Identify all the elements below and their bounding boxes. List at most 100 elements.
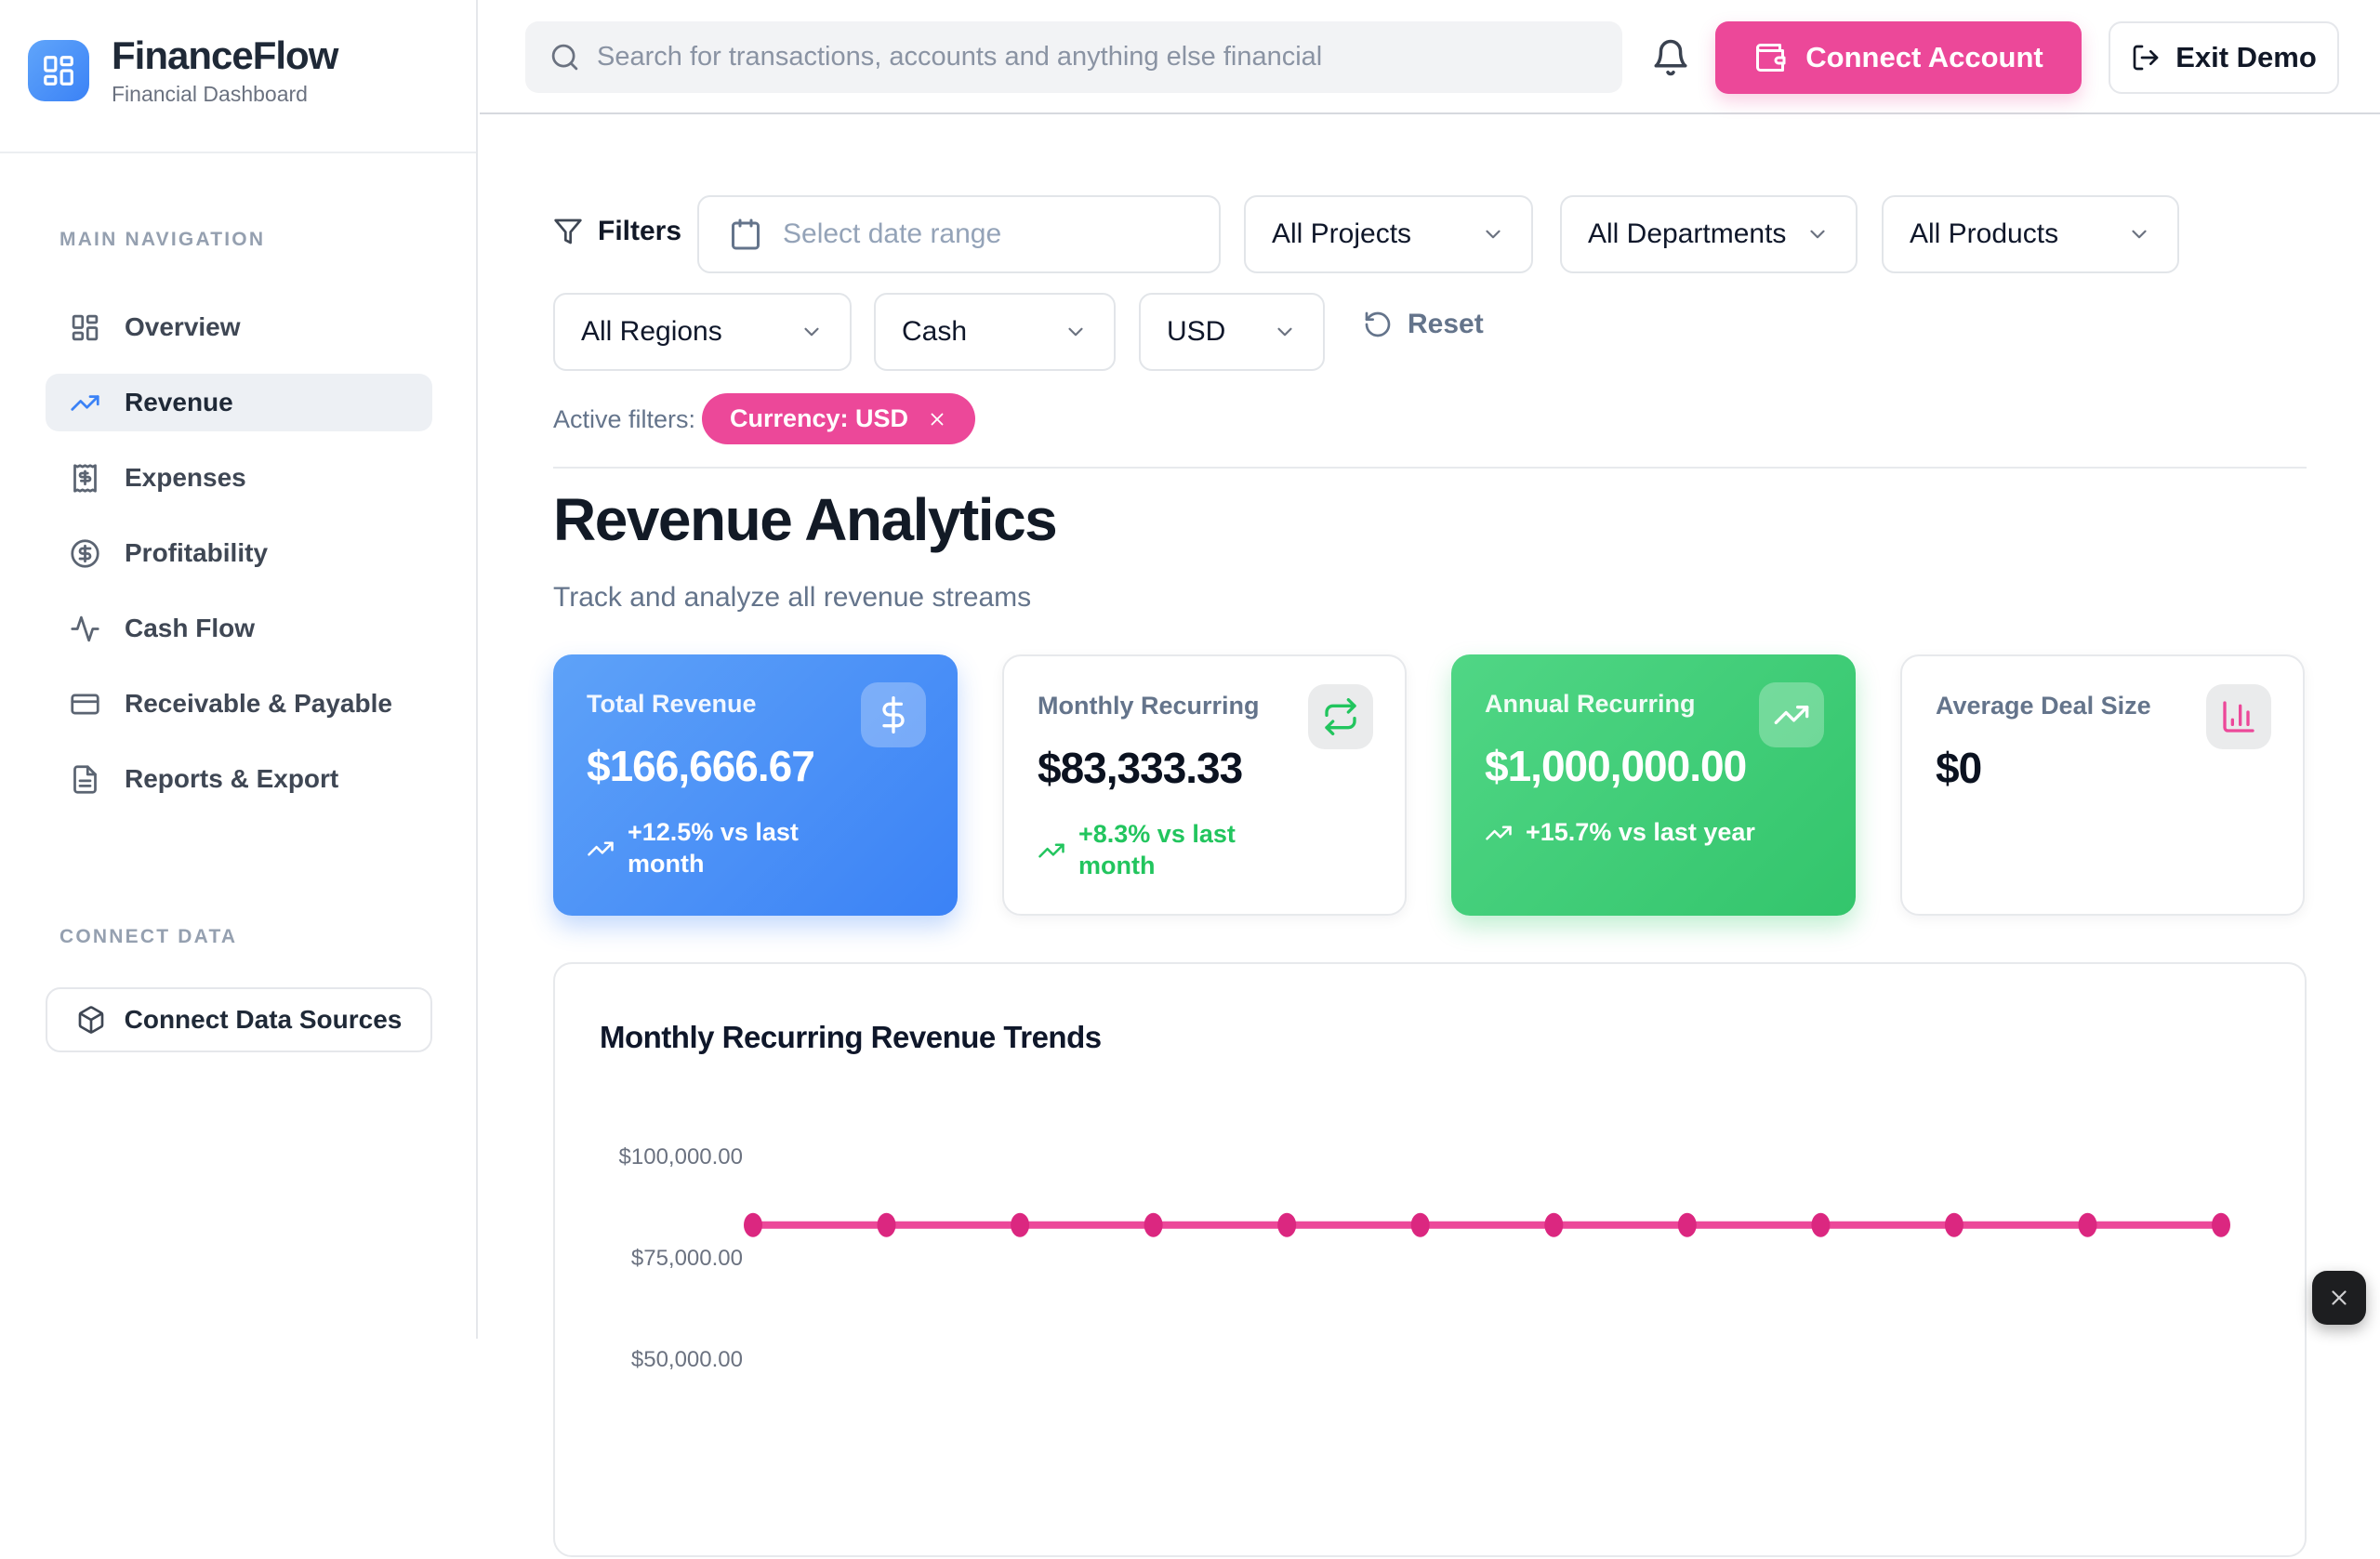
sidebar-item-expenses[interactable]: Expenses [46,449,432,507]
bell-icon [1651,38,1690,77]
chart-data-point[interactable] [1811,1213,1830,1237]
sidebar-item-label: Reports & Export [125,764,338,794]
payment-method-select[interactable]: Cash [874,293,1116,371]
circle-dollar-icon [70,538,100,569]
date-range-input[interactable] [783,218,1189,250]
active-filter-badge-currency: Currency: USD [702,393,975,444]
close-overlay-button[interactable] [2312,1271,2366,1325]
mrr-line-chart-svg [555,964,2308,1559]
file-text-icon [70,764,100,795]
chart-data-point[interactable] [1544,1213,1563,1237]
app-title: FinanceFlow [112,33,337,78]
payment-method-select-value: Cash [902,316,967,348]
main-navigation: Overview Revenue Expenses Profitability … [46,298,432,808]
reset-filters-button[interactable]: Reset [1363,309,1484,340]
trending-up-icon [1759,682,1824,747]
trending-up-icon [1485,819,1513,847]
departments-select[interactable]: All Departments [1560,195,1858,273]
page-title: Revenue Analytics [553,485,1056,554]
connect-account-label: Connect Account [1805,41,2043,74]
receipt-icon [70,463,100,494]
kpi-trend-text: +12.5% vs last month [628,817,846,880]
connect-data-sources-button[interactable]: Connect Data Sources [46,987,432,1052]
search-input[interactable] [597,42,1598,73]
chart-data-point[interactable] [1945,1213,1964,1237]
sidebar-item-label: Revenue [125,388,233,417]
chart-data-point[interactable] [2079,1213,2097,1237]
kpi-value: $83,333.33 [1038,743,1371,793]
chevron-down-icon [1064,320,1088,344]
layout-dashboard-icon [70,312,100,343]
chart-data-point[interactable] [2212,1213,2230,1237]
y-axis-tick-label: $50,000.00 [590,1347,743,1373]
global-search[interactable] [525,21,1622,93]
sidebar-item-cash-flow[interactable]: Cash Flow [46,600,432,657]
active-filters-label: Active filters: [553,405,695,434]
credit-card-icon [70,689,100,720]
trending-up-icon [587,835,615,863]
sidebar-item-reports-export[interactable]: Reports & Export [46,750,432,808]
sidebar-item-label: Profitability [125,538,268,568]
chevron-down-icon [800,320,824,344]
kpi-value: $0 [1936,743,2269,793]
connect-data-sources-label: Connect Data Sources [125,1005,403,1035]
kpi-trend-text: +15.7% vs last year [1526,817,1755,849]
projects-select[interactable]: All Projects [1244,195,1533,273]
sidebar-item-profitability[interactable]: Profitability [46,524,432,582]
sidebar-item-label: Expenses [125,463,246,493]
active-filter-badge-label: Currency: USD [730,404,908,433]
topbar: Connect Account Exit Demo [480,0,2380,114]
connect-data-section-label: CONNECT DATA [60,926,237,948]
remove-filter-button[interactable] [927,409,947,429]
page-subtitle: Track and analyze all revenue streams [553,582,1031,614]
chart-data-point[interactable] [1011,1213,1029,1237]
exit-demo-button[interactable]: Exit Demo [2109,21,2339,94]
sidebar-item-receivable-payable[interactable]: Receivable & Payable [46,675,432,733]
products-select-value: All Products [1910,218,2058,250]
activity-icon [70,614,100,644]
currency-select[interactable]: USD [1139,293,1325,371]
chart-data-point[interactable] [878,1213,896,1237]
kpi-card-annual-recurring: Annual Recurring $1,000,000.00 +15.7% vs… [1451,654,1856,916]
app-logo-icon [28,40,89,101]
chevron-down-icon [1481,222,1505,246]
y-axis-tick-label: $100,000.00 [590,1144,743,1170]
departments-select-value: All Departments [1588,218,1786,250]
close-icon [927,409,947,429]
filter-icon [553,217,583,246]
exit-demo-label: Exit Demo [2175,41,2317,74]
kpi-cards: Total Revenue $166,666.67 +12.5% vs last… [553,654,2305,916]
sidebar-item-label: Cash Flow [125,614,255,643]
nav-section-label: MAIN NAVIGATION [60,229,265,251]
chart-data-point[interactable] [1411,1213,1430,1237]
connect-account-button[interactable]: Connect Account [1715,21,2082,94]
filters-label: Filters [553,216,681,247]
sidebar-divider [0,152,476,153]
kpi-value: $166,666.67 [587,741,924,791]
regions-select[interactable]: All Regions [553,293,852,371]
chart-data-point[interactable] [1678,1213,1697,1237]
log-out-icon [2131,43,2161,73]
rotate-ccw-icon [1363,310,1393,339]
chevron-down-icon [1805,222,1830,246]
y-axis-tick-label: $75,000.00 [590,1246,743,1272]
projects-select-value: All Projects [1272,218,1411,250]
kpi-card-monthly-recurring: Monthly Recurring $83,333.33 +8.3% vs la… [1002,654,1407,916]
sidebar: FinanceFlow Financial Dashboard MAIN NAV… [0,0,478,1339]
notifications-button[interactable] [1644,31,1698,85]
chart-data-point[interactable] [744,1213,762,1237]
sidebar-item-revenue[interactable]: Revenue [46,374,432,431]
products-select[interactable]: All Products [1882,195,2179,273]
date-range-picker[interactable] [697,195,1221,273]
trending-up-icon [1038,837,1065,865]
sidebar-item-overview[interactable]: Overview [46,298,432,356]
currency-select-value: USD [1167,316,1225,348]
close-icon [2327,1286,2351,1310]
chart-data-point[interactable] [1277,1213,1296,1237]
sidebar-item-label: Receivable & Payable [125,689,392,719]
mrr-line-chart[interactable]: $100,000.00 $75,000.00 $50,000.00 [555,964,2305,1555]
search-icon [549,42,580,73]
calendar-icon [729,218,762,251]
chart-data-point[interactable] [1144,1213,1163,1237]
wallet-icon [1753,41,1787,74]
